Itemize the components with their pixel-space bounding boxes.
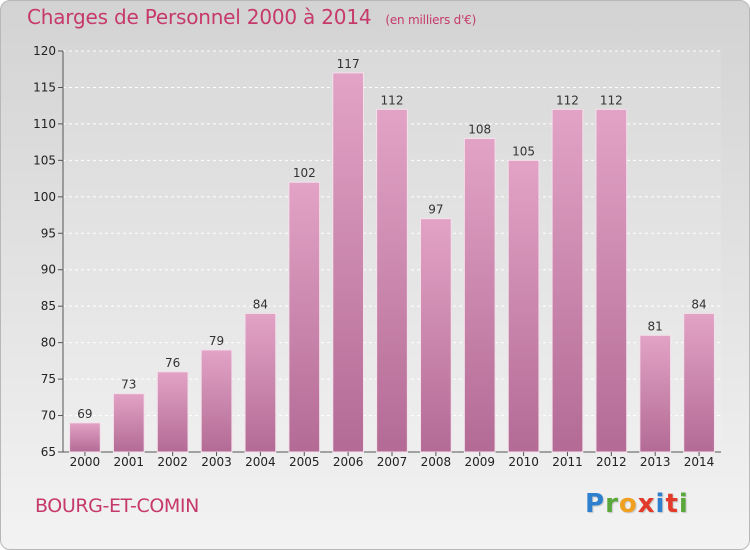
logo-letter: o <box>618 489 638 519</box>
x-tick-label: 2001 <box>114 455 145 469</box>
y-tick-label: 75 <box>41 372 56 386</box>
y-tick-label: 80 <box>41 336 56 350</box>
bar <box>551 108 584 453</box>
logo-letter: x <box>637 489 656 519</box>
bar-value-label: 73 <box>121 378 136 392</box>
y-tick-label: 100 <box>33 190 56 204</box>
bar <box>332 72 364 453</box>
x-tick-label: 2002 <box>157 455 188 469</box>
bar-value-label: 79 <box>209 334 224 348</box>
bar <box>200 349 233 453</box>
y-tick-label: 120 <box>33 44 56 58</box>
bar-value-label: 108 <box>468 122 491 136</box>
bar-value-label: 112 <box>556 93 579 107</box>
bar-value-label: 69 <box>77 407 92 421</box>
y-tick-label: 105 <box>33 153 56 167</box>
x-tick-label: 2004 <box>245 455 276 469</box>
bar <box>463 137 496 453</box>
bar <box>244 312 277 453</box>
x-tick-label: 2013 <box>640 455 671 469</box>
bar <box>595 108 628 453</box>
bar-value-label: 97 <box>428 203 443 217</box>
bar-value-label: 84 <box>253 297 268 311</box>
x-tick-label: 2003 <box>201 455 232 469</box>
y-tick-label: 115 <box>33 80 56 94</box>
x-tick-label: 2000 <box>70 455 101 469</box>
bar-value-label: 117 <box>337 57 360 71</box>
title-text: Charges de Personnel 2000 à 2014 <box>27 5 372 29</box>
proxiti-logo: Proxiti <box>585 489 689 519</box>
logo-letter: r <box>605 489 619 519</box>
bar-value-label: 84 <box>691 297 706 311</box>
bar-value-label: 112 <box>381 93 404 107</box>
chart-subtitle: (en milliers d'€) <box>385 13 477 27</box>
bar-value-label: 112 <box>600 93 623 107</box>
x-tick-label: 2014 <box>684 455 715 469</box>
x-tick-label: 2008 <box>421 455 452 469</box>
bar <box>376 108 408 453</box>
bar <box>420 218 452 453</box>
bar-value-label: 81 <box>648 319 663 333</box>
bar-value-label: 105 <box>512 144 535 158</box>
bar-value-label: 76 <box>165 356 180 370</box>
logo-letter: i <box>655 489 666 519</box>
bar <box>683 312 715 453</box>
logo-letter: i <box>678 489 689 519</box>
logo-letter: t <box>665 489 679 519</box>
x-tick-label: 2010 <box>508 455 539 469</box>
y-tick-label: 85 <box>41 299 56 313</box>
y-tick-label: 90 <box>41 263 56 277</box>
bar <box>507 159 540 453</box>
y-tick-label: 110 <box>33 117 56 131</box>
bar-value-label: 102 <box>293 166 316 180</box>
x-tick-label: 2005 <box>289 455 320 469</box>
bar <box>639 334 672 453</box>
y-tick-label: 70 <box>41 409 56 423</box>
y-tick-label: 95 <box>41 226 56 240</box>
x-tick-label: 2011 <box>552 455 583 469</box>
bar <box>156 371 189 453</box>
x-tick-label: 2006 <box>333 455 364 469</box>
x-tick-label: 2007 <box>377 455 408 469</box>
bar <box>112 393 145 453</box>
bar <box>69 422 101 453</box>
logo-letter: P <box>585 489 606 519</box>
y-tick-label: 65 <box>41 445 56 459</box>
commune-name: BOURG-ET-COMIN <box>35 495 199 517</box>
bar <box>288 181 321 453</box>
x-tick-label: 2012 <box>596 455 627 469</box>
x-tick-label: 2009 <box>464 455 495 469</box>
chart-title: Charges de Personnel 2000 à 2014 (en mill… <box>27 5 476 29</box>
